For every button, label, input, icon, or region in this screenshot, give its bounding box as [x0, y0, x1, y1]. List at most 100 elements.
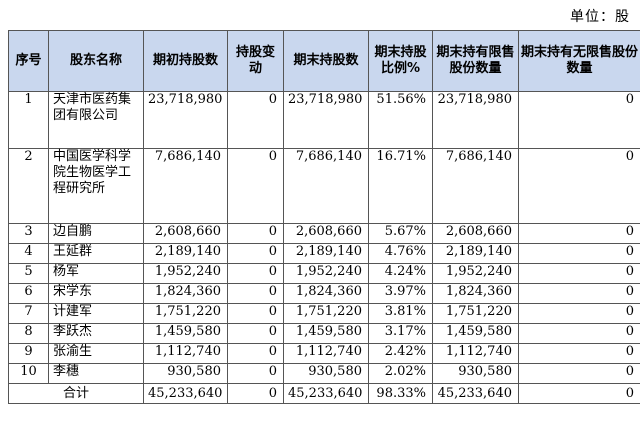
header-start: 期初持股数 [143, 30, 228, 92]
cell-restricted: 930,580 [432, 363, 519, 384]
cell-start: 930,580 [143, 363, 228, 384]
table-row: 5 杨军 1,952,240 0 1,952,240 4.24% 1,952,2… [8, 263, 640, 284]
cell-no: 8 [8, 323, 49, 344]
header-end: 期末持股数 [283, 30, 369, 92]
cell-unrestricted: 0 [518, 343, 640, 364]
cell-end: 930,580 [283, 363, 369, 384]
cell-name: 王延群 [48, 243, 144, 264]
cell-unrestricted: 0 [518, 223, 640, 244]
cell-no: 2 [8, 148, 49, 224]
cell-start: 7,686,140 [143, 148, 228, 224]
cell-start: 1,824,360 [143, 283, 228, 304]
table-row: 7 计建军 1,751,220 0 1,751,220 3.81% 1,751,… [8, 303, 640, 324]
header-change: 持股变动 [227, 30, 284, 92]
cell-no: 5 [8, 263, 49, 284]
cell-pct: 16.71% [368, 148, 433, 224]
cell-name: 宋学东 [48, 283, 144, 304]
cell-pct: 4.76% [368, 243, 433, 264]
shareholder-table: 序号 股东名称 期初持股数 持股变动 期末持股数 期末持股比例% 期末持有限售股… [8, 30, 640, 404]
table-row: 9 张渝生 1,112,740 0 1,112,740 2.42% 1,112,… [8, 343, 640, 364]
cell-unrestricted: 0 [518, 91, 640, 149]
table-row: 4 王延群 2,189,140 0 2,189,140 4.76% 2,189,… [8, 243, 640, 264]
total-start: 45,233,640 [143, 383, 228, 404]
cell-start: 1,459,580 [143, 323, 228, 344]
header-name: 股东名称 [48, 30, 144, 92]
header-no: 序号 [8, 30, 49, 92]
header-restricted: 期末持有限售股份数量 [432, 30, 519, 92]
cell-no: 1 [8, 91, 49, 149]
cell-change: 0 [227, 91, 284, 149]
cell-end: 2,189,140 [283, 243, 369, 264]
cell-unrestricted: 0 [518, 323, 640, 344]
cell-end: 1,952,240 [283, 263, 369, 284]
cell-end: 1,824,360 [283, 283, 369, 304]
cell-name: 李穗 [48, 363, 144, 384]
table-row: 8 李跃杰 1,459,580 0 1,459,580 3.17% 1,459,… [8, 323, 640, 344]
cell-start: 1,112,740 [143, 343, 228, 364]
cell-end: 1,112,740 [283, 343, 369, 364]
cell-restricted: 2,189,140 [432, 243, 519, 264]
cell-change: 0 [227, 243, 284, 264]
cell-start: 2,189,140 [143, 243, 228, 264]
cell-change: 0 [227, 148, 284, 224]
cell-change: 0 [227, 263, 284, 284]
cell-change: 0 [227, 283, 284, 304]
cell-no: 7 [8, 303, 49, 324]
header-unrestricted: 期末持有无限售股份数量 [518, 30, 640, 92]
total-row: 合计 45,233,640 0 45,233,640 98.33% 45,233… [8, 383, 640, 404]
total-end: 45,233,640 [283, 383, 369, 404]
cell-unrestricted: 0 [518, 148, 640, 224]
header-pct: 期末持股比例% [368, 30, 433, 92]
cell-name: 李跃杰 [48, 323, 144, 344]
cell-unrestricted: 0 [518, 303, 640, 324]
cell-pct: 2.42% [368, 343, 433, 364]
total-unrestricted: 0 [518, 383, 640, 404]
total-label: 合计 [8, 383, 144, 404]
cell-no: 10 [8, 363, 49, 384]
cell-restricted: 23,718,980 [432, 91, 519, 149]
cell-change: 0 [227, 323, 284, 344]
cell-start: 23,718,980 [143, 91, 228, 149]
cell-start: 1,952,240 [143, 263, 228, 284]
cell-change: 0 [227, 303, 284, 324]
cell-pct: 2.02% [368, 363, 433, 384]
table-row: 6 宋学东 1,824,360 0 1,824,360 3.97% 1,824,… [8, 283, 640, 304]
cell-restricted: 1,459,580 [432, 323, 519, 344]
cell-pct: 3.81% [368, 303, 433, 324]
cell-name: 张渝生 [48, 343, 144, 364]
total-pct: 98.33% [368, 383, 433, 404]
cell-name: 杨军 [48, 263, 144, 284]
cell-unrestricted: 0 [518, 283, 640, 304]
cell-name: 中国医学科学院生物医学工程研究所 [48, 148, 144, 224]
cell-end: 1,751,220 [283, 303, 369, 324]
cell-restricted: 1,112,740 [432, 343, 519, 364]
cell-pct: 5.67% [368, 223, 433, 244]
cell-pct: 3.97% [368, 283, 433, 304]
cell-start: 1,751,220 [143, 303, 228, 324]
cell-pct: 3.17% [368, 323, 433, 344]
total-restricted: 45,233,640 [432, 383, 519, 404]
cell-name: 计建军 [48, 303, 144, 324]
table-row: 3 边自鹏 2,608,660 0 2,608,660 5.67% 2,608,… [8, 223, 640, 244]
cell-unrestricted: 0 [518, 263, 640, 284]
cell-restricted: 1,751,220 [432, 303, 519, 324]
cell-pct: 51.56% [368, 91, 433, 149]
cell-name: 天津市医药集团有限公司 [48, 91, 144, 149]
header-row: 序号 股东名称 期初持股数 持股变动 期末持股数 期末持股比例% 期末持有限售股… [8, 30, 640, 92]
cell-end: 1,459,580 [283, 323, 369, 344]
cell-restricted: 2,608,660 [432, 223, 519, 244]
cell-restricted: 7,686,140 [432, 148, 519, 224]
cell-change: 0 [227, 223, 284, 244]
cell-no: 9 [8, 343, 49, 364]
cell-unrestricted: 0 [518, 363, 640, 384]
cell-change: 0 [227, 343, 284, 364]
cell-pct: 4.24% [368, 263, 433, 284]
cell-unrestricted: 0 [518, 243, 640, 264]
cell-restricted: 1,952,240 [432, 263, 519, 284]
cell-no: 6 [8, 283, 49, 304]
total-change: 0 [227, 383, 284, 404]
cell-start: 2,608,660 [143, 223, 228, 244]
cell-end: 7,686,140 [283, 148, 369, 224]
cell-end: 23,718,980 [283, 91, 369, 149]
table-row: 2 中国医学科学院生物医学工程研究所 7,686,140 0 7,686,140… [8, 148, 640, 224]
